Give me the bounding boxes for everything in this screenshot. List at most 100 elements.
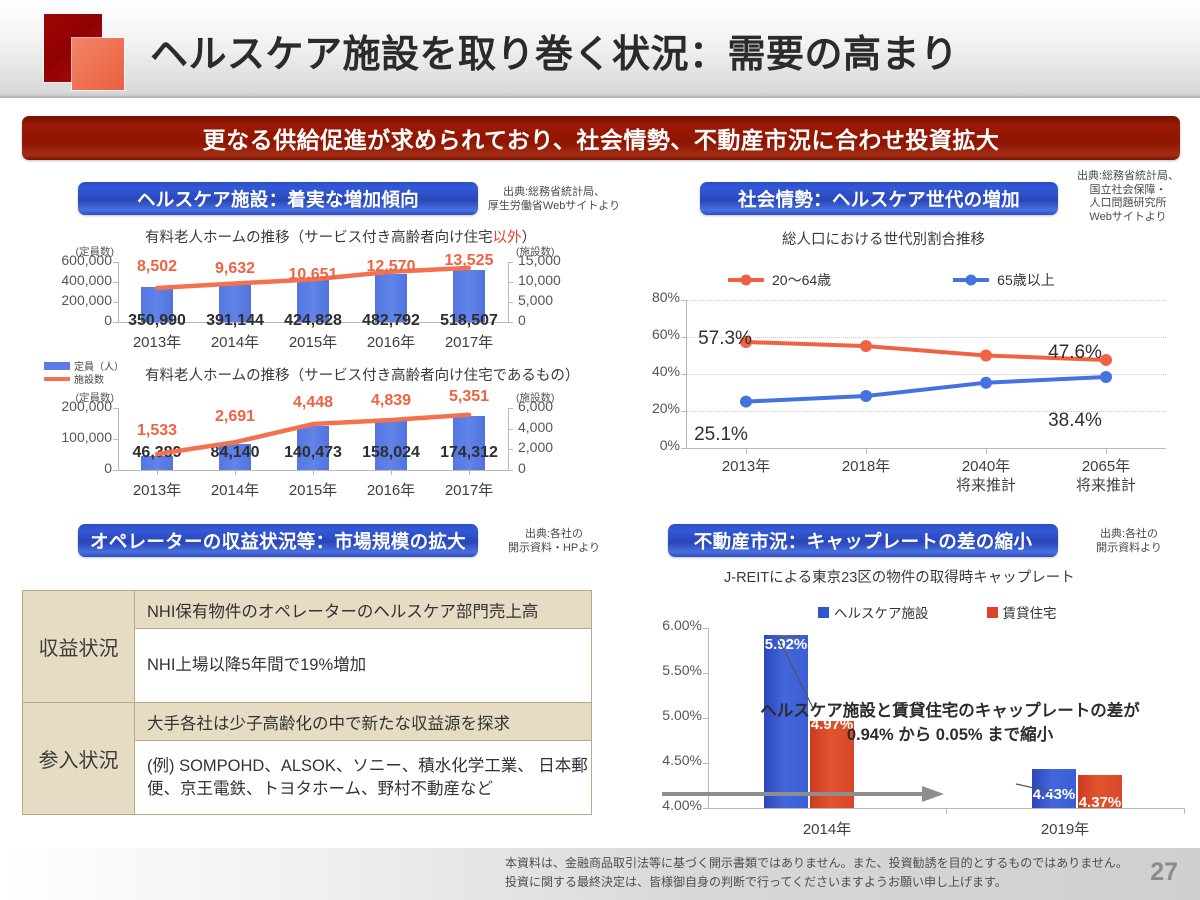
x-label: 2014年 [210,334,260,351]
y-tick-mark-left [113,408,118,409]
arrow-right-icon [662,786,944,802]
y-tick-mark [703,673,708,674]
bar-value-label: 158,024 [362,444,420,461]
page-number: 27 [1150,858,1178,886]
y-tick-right: 6,000 [518,398,554,414]
y-tick-mark-left [113,322,118,323]
y-tick-mark-left [113,302,118,303]
y-tick-right: 10,000 [518,272,561,288]
series-paths [740,335,1112,408]
section-pill-operator: オペレーターの収益状況等：市場規模の拡大 [78,524,478,557]
chart-paid-nursing-home-incl: (定員数) 200,000 100,000 0 (施設数) 6,000 4,000 2,000… [0,386,620,504]
y-tick-left: 100,000 [61,429,112,445]
operator-row-heading-cell: 大手各社は少子高齢化の中で新たな収益源を探求 [135,703,591,741]
data-label: 25.1% [694,424,748,445]
chart-cap-rate: 6.00% 5.50% 5.00% 4.50% 4.00% ヘルスケア施設 賃貸住宅 5.92… [600,598,1200,838]
legend-item-賃貸住宅: 賃貸住宅 [986,602,1057,622]
y-tick: 80% [651,289,680,305]
cap-rate-decorations [662,635,1053,802]
bar-2019年-賃貸住宅 [1078,774,1122,808]
data-label: 57.3% [698,328,752,349]
x-tick-mark [391,470,392,475]
y-tick-mark-left [113,439,118,440]
bar-value-label: 5.92% [764,636,808,653]
x-tick-mark [866,448,867,454]
bar-2014年 [219,443,251,470]
legend-label: 賃貸住宅 [1002,606,1057,621]
y-tick-left: 0 [104,460,112,476]
y-tick-mark [703,718,708,719]
bar-value-label: 424,828 [284,312,342,329]
operator-table: 収益状況 NHI保有物件のオペレーターのヘルスケア部門売上高 NHI上場以降5年… [22,590,592,815]
operator-row-head: 参入状況 [23,703,135,814]
y-tick: 4.00% [662,797,702,813]
chart3-title: 総人口における世代別割合推移 [782,232,985,248]
section-pill-society: 社会情勢：ヘルスケア世代の増加 [700,182,1058,215]
operator-row-head: 収益状況 [23,591,135,702]
gridline [686,337,1166,338]
x-label: 2016年 [366,482,416,499]
data-label: 38.4% [1048,410,1102,431]
bar-value-label: 391,144 [206,312,264,329]
legend-swatch [818,606,829,618]
x-label: 2040年 将来推計 [955,458,1016,494]
bar-2015年 [297,279,329,322]
y-tick-right: 15,000 [518,252,561,268]
y-tick-mark-right [508,470,513,471]
y-tick: 5.00% [662,707,702,723]
gridline [686,300,1166,301]
bar-2013年 [141,286,173,322]
x-tick-mark [986,448,987,454]
y-tick-mark-right [508,408,513,409]
x-label: 2015年 [288,334,338,351]
x-tick-mark [746,448,747,454]
y-tick-left: 400,000 [61,272,112,288]
line-value-label: 5,351 [448,388,490,405]
source-facilities: 出典:総務省統計局、 厚生労働省Webサイトより [487,186,621,212]
legend-swatch [986,606,998,618]
legend-label: ヘルスケア施設 [834,606,929,621]
line-value-label: 2,691 [214,408,256,425]
x-label: 2019年 [1040,821,1090,838]
y-tick-mark [703,808,708,809]
line-value-label: 13,525 [444,252,494,269]
y-tick-left: 200,000 [61,398,112,414]
source-realestate: 出典:各社の 開示資料より [1096,528,1162,554]
y-axis-caption-right: (施設数) [516,246,555,258]
line-value-label: 8,502 [136,258,178,275]
x-tick-mark [469,322,470,327]
title-bar: ヘルスケア施設を取り巻く状況：需要の高まり [0,0,1200,98]
legend-bar-swatch [44,361,70,370]
x-label: 2065年 将来推計 [1075,458,1136,494]
source-operator: 出典:各社の 開示資料・HPより [507,528,601,554]
x-tick-mark [235,322,236,327]
y-tick: 5.50% [662,662,702,678]
bar-2015年 [297,426,329,470]
y-tick: 20% [651,400,680,416]
legend-line-label: 施設数 [74,375,104,386]
line-value-label: 4,448 [292,394,334,411]
y-tick: 6.00% [662,617,702,633]
y-tick-mark-right [508,428,513,430]
bar-value-label: 4.37% [1078,794,1122,811]
y-tick-mark-left [113,262,118,263]
bar-value-label: 174,312 [440,444,498,461]
x-label: 2014年 [802,821,852,838]
chart2-title: 有料老人ホームの推移（サービス付き高齢者向け住宅であるもの） [145,368,580,384]
line-series-施設数 [154,265,472,291]
chart-generation-share: 80% 60% 40% 20% 0% 20〜64歳 65歳以上 2013年 2018年 2040年… [620,250,1200,500]
y-tick: 4.50% [662,752,702,768]
section-pill-facilities: ヘルスケア施設：着実な増加傾向 [78,182,478,215]
line-value-label: 9,632 [214,260,256,277]
line-value-label: 1,533 [136,422,178,439]
y-tick-mark [681,300,686,301]
chart4-title: J-REITによる東京23区の物件の取得時キャップレート [724,570,1075,586]
x-tick-mark [391,322,392,327]
y-tick-mark [681,411,686,412]
legend-marker-20〜64歳 [728,274,764,286]
legend-label: 65歳以上 [997,272,1055,288]
y-tick: 0% [659,437,680,453]
x-tick-mark [469,470,470,475]
x-label: 2013年 [721,458,771,475]
